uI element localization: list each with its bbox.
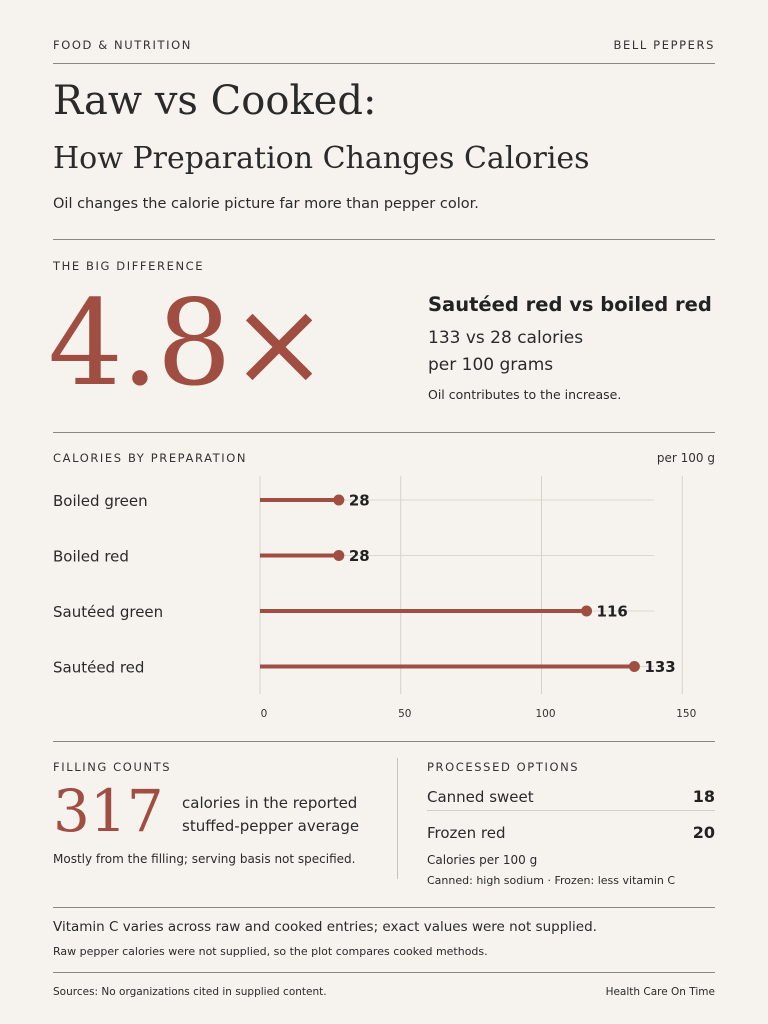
processed-item-label: Frozen red <box>427 824 506 842</box>
value-label: 133 <box>644 658 675 676</box>
sources-note: Sources: No organizations cited in suppl… <box>53 986 327 998</box>
footnote-vitamin-c: Vitamin C varies across raw and cooked e… <box>53 919 597 935</box>
value-label: 116 <box>597 603 628 621</box>
big-difference-headline: Sautéed red vs boiled red <box>428 293 712 316</box>
big-difference-line-1: 133 vs 28 calories <box>428 328 584 348</box>
footnote-raw-calories: Raw pepper calories were not supplied, s… <box>53 945 488 958</box>
divider <box>53 432 715 433</box>
infographic: FOOD & NUTRITION BELL PEPPERS Raw vs Coo… <box>48 0 715 1024</box>
big-difference-value: 4.8× <box>48 274 329 412</box>
value-label: 28 <box>349 547 370 565</box>
filling-line-1: calories in the reported <box>182 794 358 812</box>
processed-item-value: 20 <box>692 823 715 842</box>
filling-value: 317 <box>53 777 164 845</box>
calorie-chart: 0 50 100 150 Boiled green 28 Boiled red 28 Sauté… <box>53 476 696 720</box>
processed-note: Calories per 100 g <box>427 853 538 867</box>
processed-item-label: Canned sweet <box>427 788 534 806</box>
tick-label: 50 <box>398 708 411 720</box>
page-title-secondary: How Preparation Changes Calories <box>53 141 590 176</box>
topic-label: BELL PEPPERS <box>613 38 715 52</box>
processed-separator <box>427 810 715 811</box>
tick-label: 150 <box>676 708 696 720</box>
category-label: Sautéed green <box>53 603 163 621</box>
divider <box>53 907 715 908</box>
category-label: Sautéed red <box>53 659 144 677</box>
filling-line-2: stuffed-pepper average <box>182 817 360 835</box>
brand-name: Health Care On Time <box>605 986 715 998</box>
big-difference-kicker: THE BIG DIFFERENCE <box>53 259 205 273</box>
chart-unit: per 100 g <box>656 451 715 465</box>
column-divider <box>397 758 398 879</box>
section-label: FOOD & NUTRITION <box>53 38 192 52</box>
filling-kicker: FILLING COUNTS <box>53 760 172 774</box>
chart-kicker: CALORIES BY PREPARATION <box>53 451 248 465</box>
bar-dot <box>333 550 345 561</box>
category-label: Boiled green <box>53 492 148 510</box>
processed-item-value: 18 <box>692 787 715 806</box>
processed-kicker: PROCESSED OPTIONS <box>427 760 580 774</box>
tick-label: 0 <box>261 708 268 720</box>
divider <box>53 741 715 742</box>
bar-dot <box>581 605 593 617</box>
category-label: Boiled red <box>53 548 129 566</box>
tick-label: 100 <box>535 708 555 720</box>
page-title: Raw vs Cooked: <box>53 78 377 124</box>
page-subtitle: Oil changes the calorie picture far more… <box>53 196 479 212</box>
bar-dot <box>333 494 345 506</box>
value-label: 28 <box>349 492 370 510</box>
divider <box>53 239 715 240</box>
bar-dot <box>628 661 640 672</box>
filling-note: Mostly from the filling; serving basis n… <box>53 852 356 866</box>
divider <box>53 63 715 64</box>
big-difference-line-2: per 100 grams <box>428 355 554 375</box>
big-difference-note: Oil contributes to the increase. <box>428 387 622 402</box>
processed-detail-note: Canned: high sodium · Frozen: less vitam… <box>427 874 676 887</box>
divider <box>53 972 715 973</box>
